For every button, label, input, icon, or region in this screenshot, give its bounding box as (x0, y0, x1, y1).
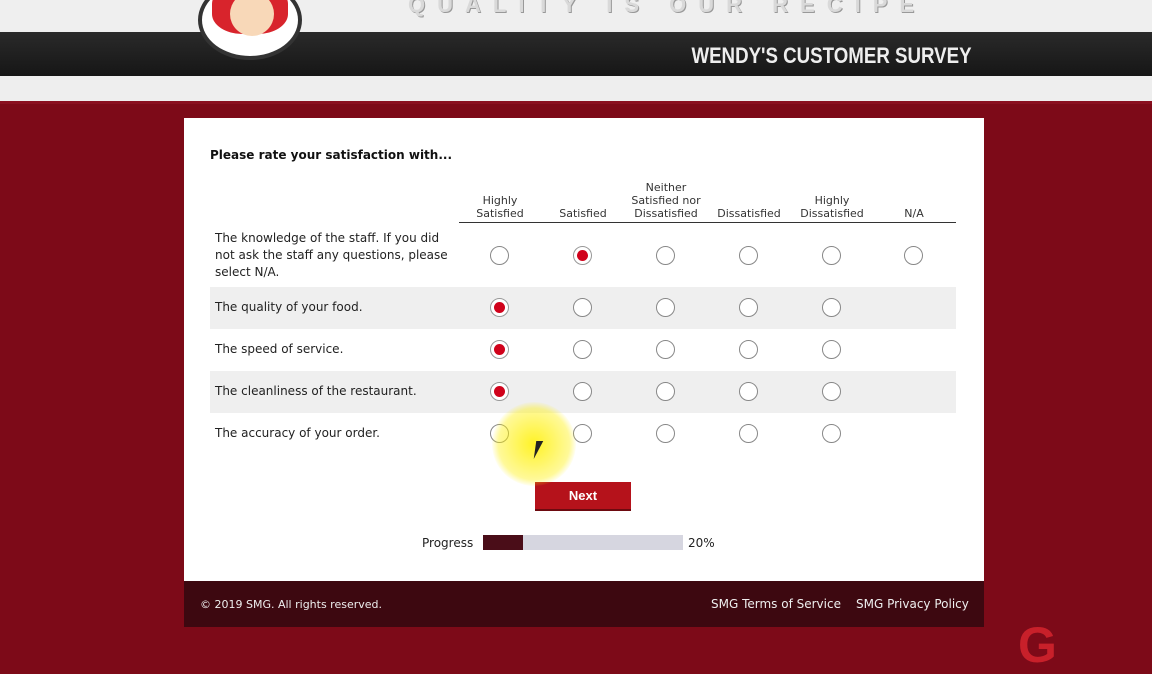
radio-dissatisfied[interactable] (739, 340, 758, 359)
column-header: Highly Satisfied (476, 194, 524, 220)
radio-highly-dissatisfied[interactable] (822, 424, 841, 443)
progress-percent: 20% (688, 536, 715, 550)
radio-highly-dissatisfied[interactable] (822, 340, 841, 359)
progress-fill (483, 535, 523, 550)
top-banner: QUALITY IS OUR RECIPE (0, 0, 1152, 32)
radio-highly-satisfied[interactable] (490, 340, 509, 359)
survey-prompt: Please rate your satisfaction with... (210, 148, 453, 162)
radio-neither-satisfied-nor-dissatisfied[interactable] (656, 246, 675, 265)
column-header: Dissatisfied (717, 207, 781, 220)
page-title: WENDY'S CUSTOMER SURVEY (691, 43, 972, 68)
radio-dissatisfied[interactable] (739, 298, 758, 317)
radio-highly-satisfied[interactable] (490, 382, 509, 401)
radio-highly-dissatisfied[interactable] (822, 246, 841, 265)
column-header: N/A (904, 207, 924, 220)
tagline: QUALITY IS OUR RECIPE (408, 0, 927, 17)
radio-neither-satisfied-nor-dissatisfied[interactable] (656, 298, 675, 317)
question-row: The quality of your food. (210, 287, 956, 329)
survey-card: Please rate your satisfaction with... Hi… (184, 118, 984, 581)
radio-neither-satisfied-nor-dissatisfied[interactable] (656, 340, 675, 359)
watermark-logo: G (1018, 617, 1057, 673)
privacy-link[interactable]: SMG Privacy Policy (856, 597, 969, 611)
question-row: The cleanliness of the restaurant. (210, 371, 956, 413)
radio-highly-dissatisfied[interactable] (822, 382, 841, 401)
radio-highly-dissatisfied[interactable] (822, 298, 841, 317)
radio-highly-satisfied[interactable] (490, 298, 509, 317)
radio-dissatisfied[interactable] (739, 246, 758, 265)
question-row: The accuracy of your order. (210, 413, 956, 455)
question-text: The speed of service. (215, 342, 344, 356)
question-text: The quality of your food. (215, 300, 363, 314)
question-row: The knowledge of the staff. If you did n… (210, 230, 956, 282)
radio-satisfied[interactable] (573, 246, 592, 265)
terms-link[interactable]: SMG Terms of Service (711, 597, 841, 611)
radio-satisfied[interactable] (573, 382, 592, 401)
question-text: The cleanliness of the restaurant. (215, 384, 417, 398)
question-row: The speed of service. (210, 329, 956, 371)
radio-dissatisfied[interactable] (739, 424, 758, 443)
column-header: Neither Satisfied nor Dissatisfied (631, 181, 701, 220)
progress-bar (483, 535, 683, 550)
radio-neither-satisfied-nor-dissatisfied[interactable] (656, 424, 675, 443)
radio-satisfied[interactable] (573, 298, 592, 317)
copyright: © 2019 SMG. All rights reserved. (200, 598, 383, 611)
column-header: Highly Dissatisfied (800, 194, 864, 220)
question-text: The accuracy of your order. (215, 426, 380, 440)
radio-dissatisfied[interactable] (739, 382, 758, 401)
header-strip (0, 76, 1152, 104)
wendys-logo (198, 0, 302, 60)
column-header: Satisfied (559, 207, 607, 220)
progress-label: Progress (422, 536, 474, 550)
cursor-highlight (492, 402, 576, 486)
radio-satisfied[interactable] (573, 340, 592, 359)
radio-highly-satisfied[interactable] (490, 246, 509, 265)
header-bar (0, 32, 1152, 76)
header-divider (459, 222, 956, 223)
next-button[interactable]: Next (535, 482, 631, 511)
footer: © 2019 SMG. All rights reserved. SMG Ter… (184, 581, 984, 627)
question-text: The knowledge of the staff. If you did n… (215, 231, 448, 279)
radio-n-a[interactable] (904, 246, 923, 265)
radio-neither-satisfied-nor-dissatisfied[interactable] (656, 382, 675, 401)
